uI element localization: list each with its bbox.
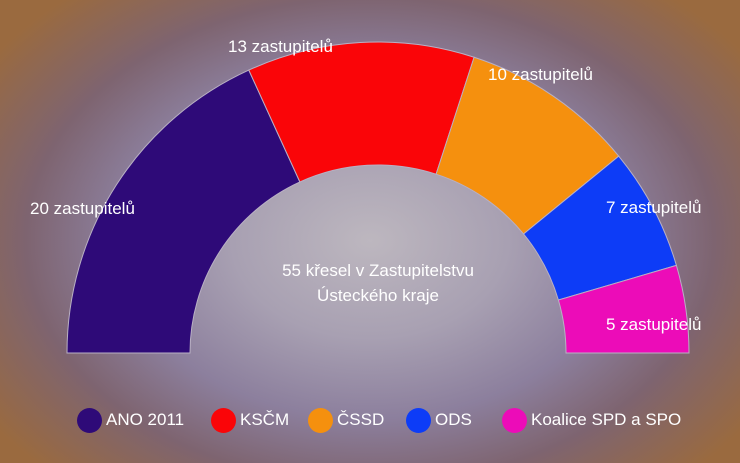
segment-label: 10 zastupitelů bbox=[488, 65, 593, 84]
legend-item-ods: ODS bbox=[406, 403, 472, 437]
seat-segment bbox=[557, 264, 690, 354]
legend-label: ODS bbox=[435, 410, 472, 429]
seat-segments bbox=[66, 41, 690, 354]
segment-label: 20 zastupitelů bbox=[30, 199, 135, 218]
segment-label: 7 zastupitelů bbox=[606, 198, 701, 217]
legend-swatch bbox=[77, 407, 102, 433]
legend-label: ANO 2011 bbox=[106, 410, 185, 429]
legend-swatch bbox=[406, 407, 431, 433]
segment-label: 13 zastupitelů bbox=[228, 37, 333, 56]
legend-label: KSČM bbox=[240, 410, 290, 429]
legend-label: Koalice SPD a SPO bbox=[531, 410, 682, 429]
legend-item-koalice-spd-spo: Koalice SPD a SPO bbox=[502, 403, 681, 437]
legend-label: ČSSD bbox=[337, 410, 385, 429]
center-label-line-1: 55 křesel v Zastupitelstvu bbox=[282, 261, 474, 280]
seat-segment bbox=[66, 69, 301, 354]
segment-label: 5 zastupitelů bbox=[606, 315, 701, 334]
legend-item-kscm: KSČM bbox=[211, 403, 289, 437]
segment-labels: 20 zastupitelů 13 zastupitelů 10 zastupite… bbox=[30, 37, 701, 334]
legend-swatch bbox=[211, 407, 236, 433]
legend-swatch bbox=[308, 407, 333, 433]
legend-swatch bbox=[502, 407, 527, 433]
center-label-line-2: Ústeckého kraje bbox=[317, 286, 439, 305]
legend-item-ano: ANO 2011 bbox=[77, 403, 184, 437]
legend: ANO 2011 KSČM ČSSD ODS Koalice SPD a SPO bbox=[0, 403, 740, 437]
legend-item-cssd: ČSSD bbox=[308, 403, 384, 437]
